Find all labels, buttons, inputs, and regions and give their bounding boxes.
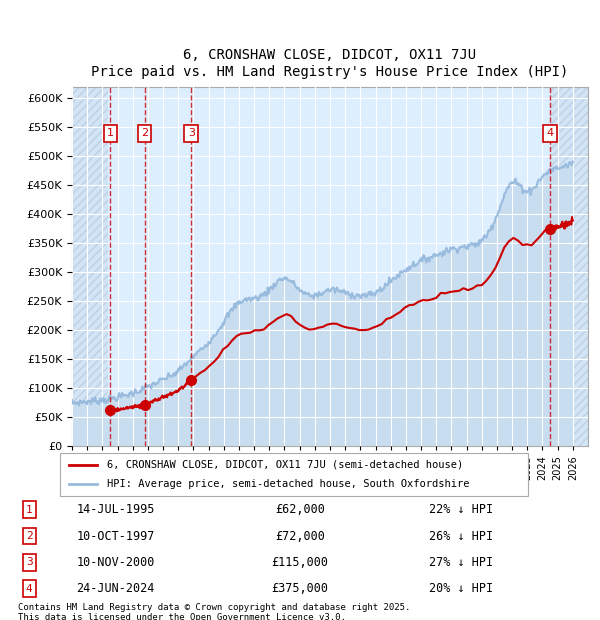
Text: 3: 3 (188, 128, 195, 138)
Text: 27% ↓ HPI: 27% ↓ HPI (429, 556, 493, 569)
Text: 10-OCT-1997: 10-OCT-1997 (76, 529, 155, 542)
Text: 20% ↓ HPI: 20% ↓ HPI (429, 582, 493, 595)
Text: 26% ↓ HPI: 26% ↓ HPI (429, 529, 493, 542)
Text: 2: 2 (26, 531, 32, 541)
Text: HPI: Average price, semi-detached house, South Oxfordshire: HPI: Average price, semi-detached house,… (107, 479, 469, 489)
Bar (550, 87, 588, 446)
FancyBboxPatch shape (60, 453, 528, 496)
Text: 4: 4 (546, 128, 553, 138)
Text: 4: 4 (26, 584, 32, 594)
Text: 22% ↓ HPI: 22% ↓ HPI (429, 503, 493, 516)
Text: Contains HM Land Registry data © Crown copyright and database right 2025.
This d: Contains HM Land Registry data © Crown c… (18, 603, 410, 620)
Text: 24-JUN-2024: 24-JUN-2024 (76, 582, 155, 595)
Title: 6, CRONSHAW CLOSE, DIDCOT, OX11 7JU
Price paid vs. HM Land Registry's House Pric: 6, CRONSHAW CLOSE, DIDCOT, OX11 7JU Pric… (91, 48, 569, 79)
Bar (72, 87, 109, 446)
Text: £375,000: £375,000 (271, 582, 329, 595)
Text: £62,000: £62,000 (275, 503, 325, 516)
Text: 10-NOV-2000: 10-NOV-2000 (76, 556, 155, 569)
Text: 1: 1 (26, 505, 32, 515)
Text: £72,000: £72,000 (275, 529, 325, 542)
Text: 1: 1 (107, 128, 114, 138)
Text: £115,000: £115,000 (271, 556, 329, 569)
Text: 2: 2 (141, 128, 148, 138)
Text: 14-JUL-1995: 14-JUL-1995 (76, 503, 155, 516)
Text: 6, CRONSHAW CLOSE, DIDCOT, OX11 7JU (semi-detached house): 6, CRONSHAW CLOSE, DIDCOT, OX11 7JU (sem… (107, 460, 463, 470)
Text: 3: 3 (26, 557, 32, 567)
